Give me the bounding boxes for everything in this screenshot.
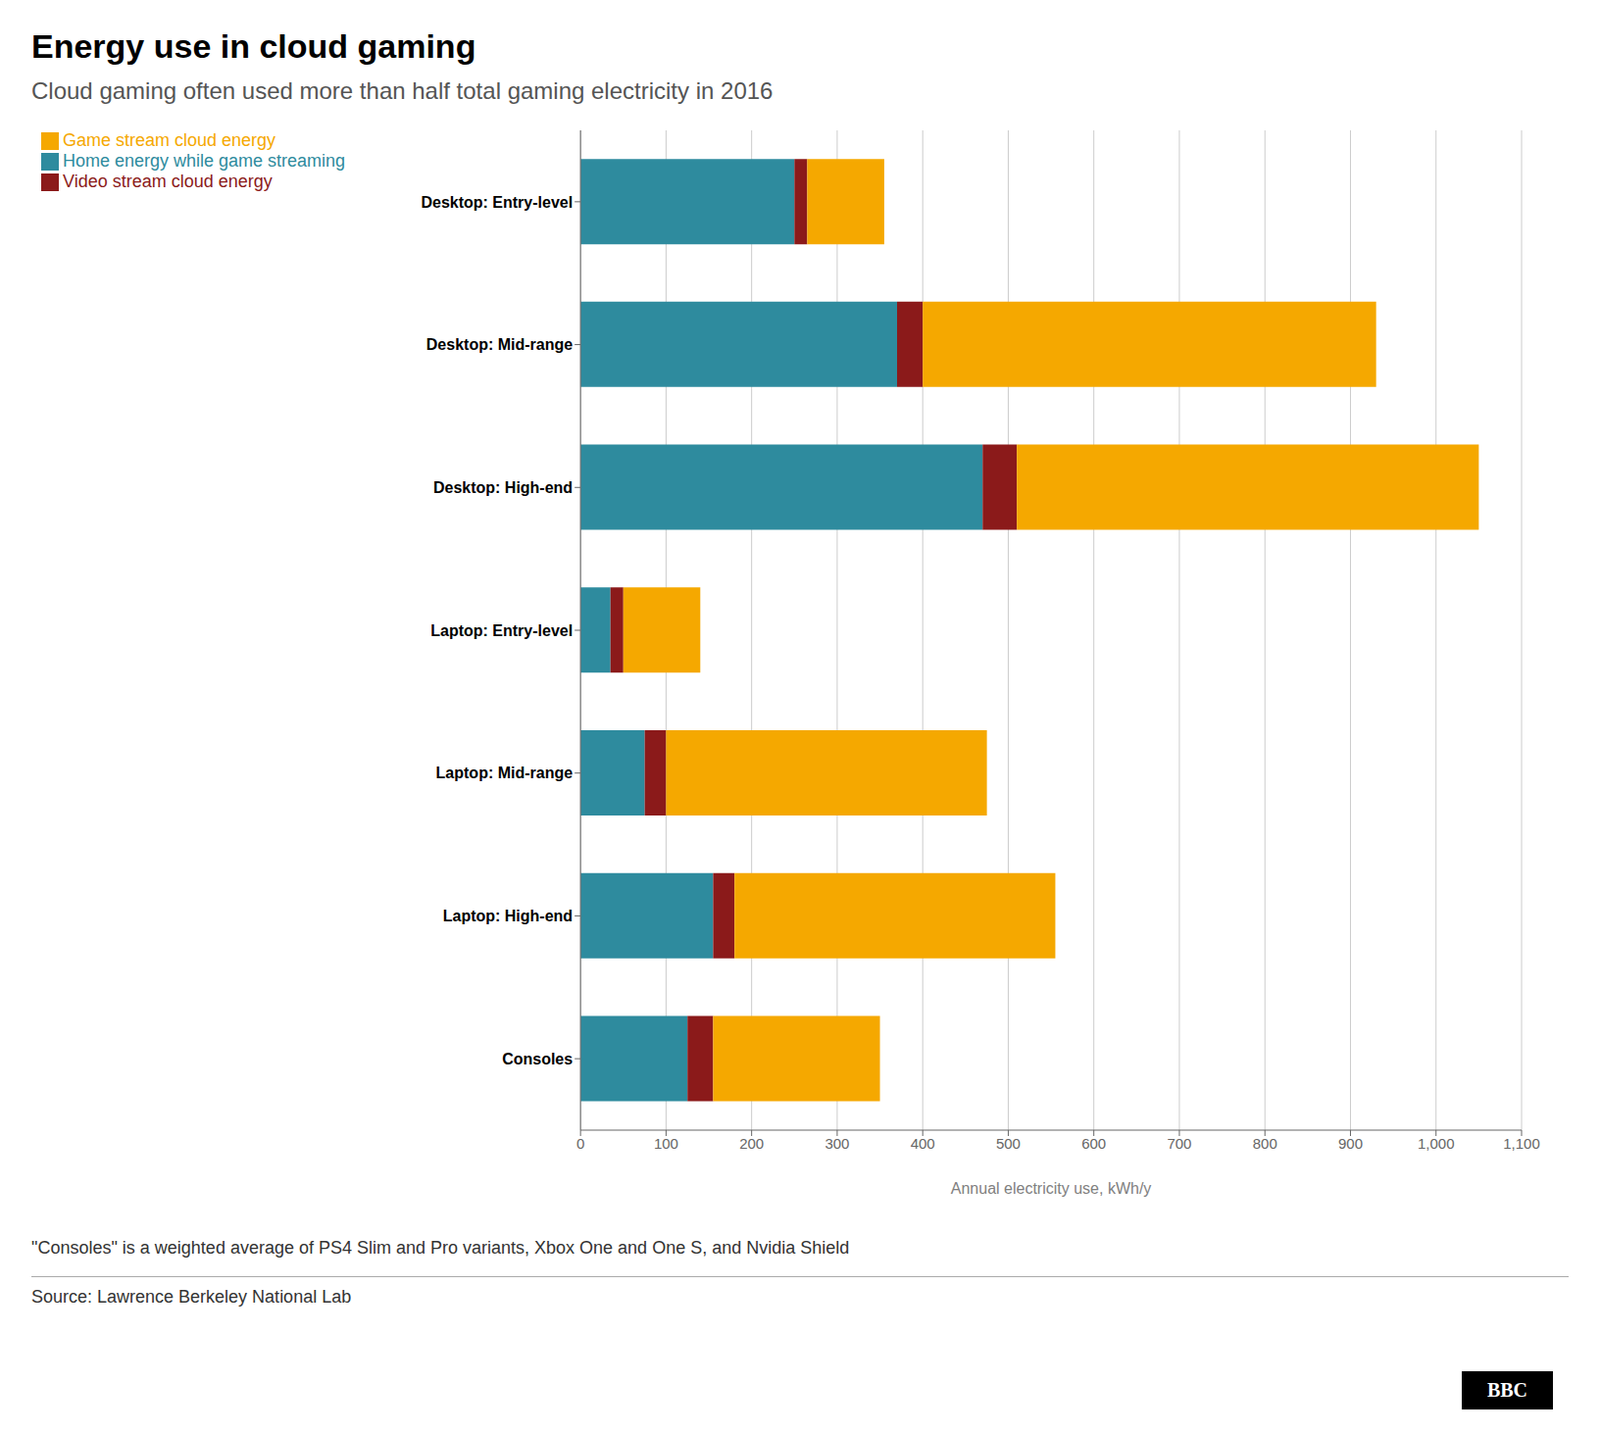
svg-text:100: 100	[653, 1135, 679, 1152]
svg-text:900: 900	[1338, 1135, 1363, 1152]
html-text:Source: Lawrence Berkeley Nati: Source: Lawrence Berkeley National Lab	[31, 1287, 352, 1307]
svg-text:Laptop: Entry-level: Laptop: Entry-level	[430, 622, 573, 640]
svg-text:1,000: 1,000	[1417, 1135, 1455, 1152]
svg-text:600: 600	[1081, 1135, 1106, 1152]
html-text:Cloud gaming often used more t: Cloud gaming often used more than half t…	[31, 77, 774, 104]
svg-text:Consoles: Consoles	[501, 1050, 573, 1068]
svg-text:Annual electricity use, kWh/y: Annual electricity use, kWh/y	[950, 1180, 1152, 1198]
svg-text:700: 700	[1166, 1135, 1192, 1152]
svg-text:Desktop: Entry-level: Desktop: Entry-level	[420, 194, 573, 211]
svg-text:800: 800	[1252, 1135, 1278, 1152]
svg-text:200: 200	[739, 1135, 764, 1152]
svg-text:Laptop: Mid-range: Laptop: Mid-range	[436, 764, 574, 782]
svg-text:400: 400	[910, 1135, 936, 1152]
svg-text:300: 300	[824, 1135, 850, 1152]
svg-text:Laptop: High-end: Laptop: High-end	[443, 907, 573, 925]
svg-text:Desktop: High-end: Desktop: High-end	[433, 479, 573, 497]
svg-text:Desktop: Mid-range: Desktop: Mid-range	[426, 336, 573, 353]
html-text:Game stream cloud energy: Game stream cloud energy	[62, 130, 276, 150]
html-text:Energy use in cloud gaming: Energy use in cloud gaming	[31, 27, 476, 65]
svg-text:0: 0	[576, 1135, 585, 1152]
html-text:Home energy while game streami: Home energy while game streaming	[62, 150, 346, 171]
svg-text:1,100: 1,100	[1502, 1135, 1541, 1152]
html-text:BBC: BBC	[1487, 1379, 1528, 1401]
html-text:Video stream cloud energy: Video stream cloud energy	[62, 171, 273, 192]
html-text:"Consoles" is a weighted avera: "Consoles" is a weighted average of PS4 …	[31, 1238, 850, 1258]
svg-text:500: 500	[996, 1135, 1021, 1152]
